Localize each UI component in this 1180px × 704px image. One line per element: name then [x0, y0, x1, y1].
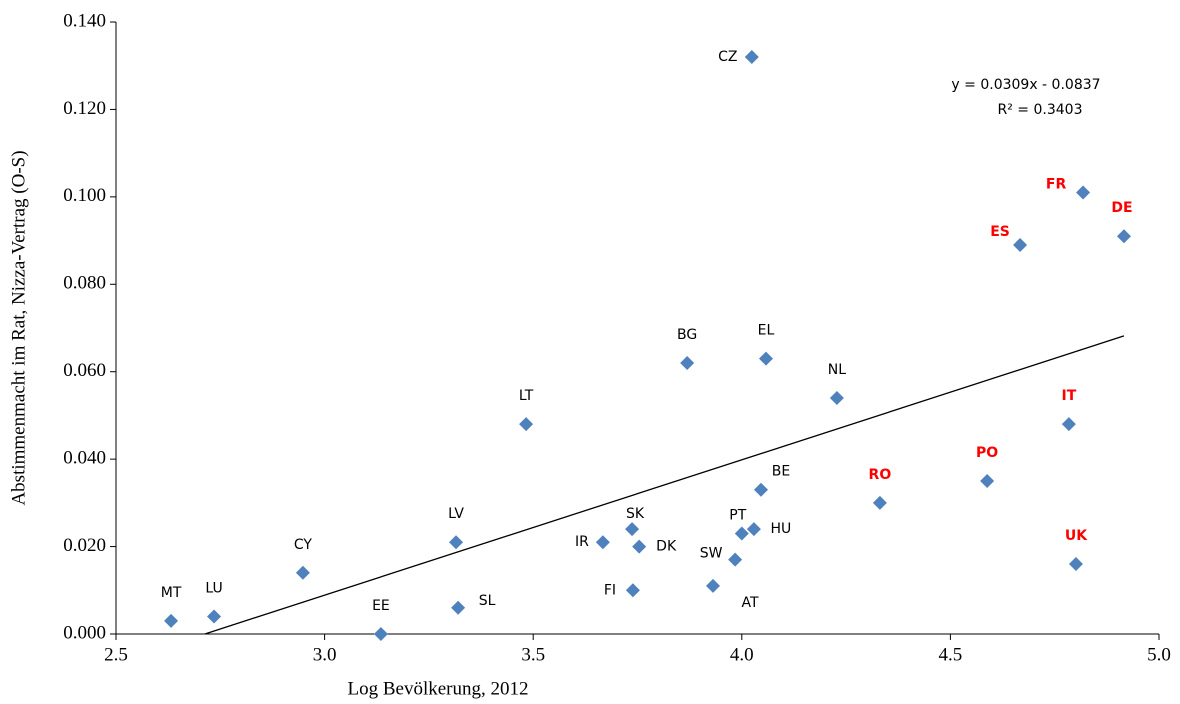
- point: [734, 526, 749, 541]
- point: [373, 627, 388, 641]
- point: [632, 539, 647, 554]
- x-tick-label: 2.5: [104, 644, 128, 665]
- point-label: CZ: [718, 49, 737, 65]
- point: [1116, 229, 1131, 244]
- point: [625, 583, 640, 598]
- point: [1076, 185, 1091, 200]
- y-tick-label: 0.140: [63, 10, 106, 31]
- point: [706, 578, 721, 593]
- point-label: SW: [700, 546, 723, 562]
- point: [1068, 557, 1083, 572]
- point: [753, 482, 768, 497]
- point: [519, 417, 534, 432]
- equation: y = 0.0309x - 0.0837: [951, 77, 1100, 93]
- point-label: CY: [294, 537, 313, 553]
- point: [728, 552, 743, 567]
- r-squared: R² = 0.3403: [998, 102, 1083, 118]
- point-label: UK: [1065, 528, 1088, 544]
- point: [746, 522, 761, 537]
- point: [625, 522, 640, 537]
- point-label: LU: [205, 581, 222, 597]
- point: [595, 535, 610, 550]
- x-axis-label: Log Bevölkerung, 2012: [347, 678, 528, 699]
- point-label: SL: [479, 593, 496, 609]
- x-tick-label: 4.0: [730, 644, 754, 665]
- x-tick-label: 4.5: [939, 644, 963, 665]
- point-label: FR: [1046, 176, 1067, 192]
- point-label: DK: [656, 539, 677, 555]
- point-label: RO: [869, 467, 892, 483]
- point-label: DE: [1111, 200, 1132, 216]
- point-label: MT: [161, 585, 182, 601]
- point: [164, 613, 179, 628]
- point: [829, 390, 844, 405]
- point: [451, 600, 466, 615]
- y-tick-label: 0.080: [63, 273, 106, 294]
- y-tick-label: 0.020: [63, 535, 106, 556]
- point-label: IT: [1062, 388, 1077, 404]
- point: [1061, 417, 1076, 432]
- point: [295, 565, 310, 580]
- point-label: BG: [677, 327, 697, 343]
- point-label: IR: [575, 534, 589, 550]
- point-label: LT: [519, 388, 534, 404]
- point: [680, 355, 695, 370]
- point-label: PT: [729, 507, 746, 523]
- point: [980, 474, 995, 488]
- point: [207, 609, 222, 624]
- y-tick-label: 0.040: [63, 448, 106, 469]
- point: [758, 351, 773, 366]
- point-label: FI: [604, 582, 616, 598]
- point: [1013, 237, 1028, 252]
- x-tick-label: 5.0: [1147, 644, 1171, 665]
- y-tick-label: 0.000: [63, 622, 106, 643]
- point-label: EL: [758, 323, 775, 339]
- y-tick-label: 0.060: [63, 360, 106, 381]
- point-label: LV: [448, 506, 464, 522]
- point-label: ES: [990, 224, 1010, 240]
- y-axis-label: Abstimmenmacht im Rat, Nizza-Vertrag (O-…: [8, 150, 29, 505]
- point-label: AT: [741, 595, 758, 611]
- y-tick-label: 0.120: [63, 98, 106, 119]
- point-label: SK: [626, 506, 645, 522]
- trendline: [204, 335, 1125, 635]
- point-label: HU: [771, 521, 792, 537]
- point-label: EE: [372, 598, 390, 614]
- point: [744, 49, 759, 64]
- point: [449, 535, 464, 550]
- point-label: BE: [772, 464, 790, 480]
- x-tick-label: 3.0: [313, 644, 337, 665]
- point: [872, 495, 887, 510]
- x-tick-label: 3.5: [521, 644, 545, 665]
- point-label: NL: [828, 362, 846, 378]
- y-tick-label: 0.100: [63, 185, 106, 206]
- point-label: PO: [976, 445, 998, 461]
